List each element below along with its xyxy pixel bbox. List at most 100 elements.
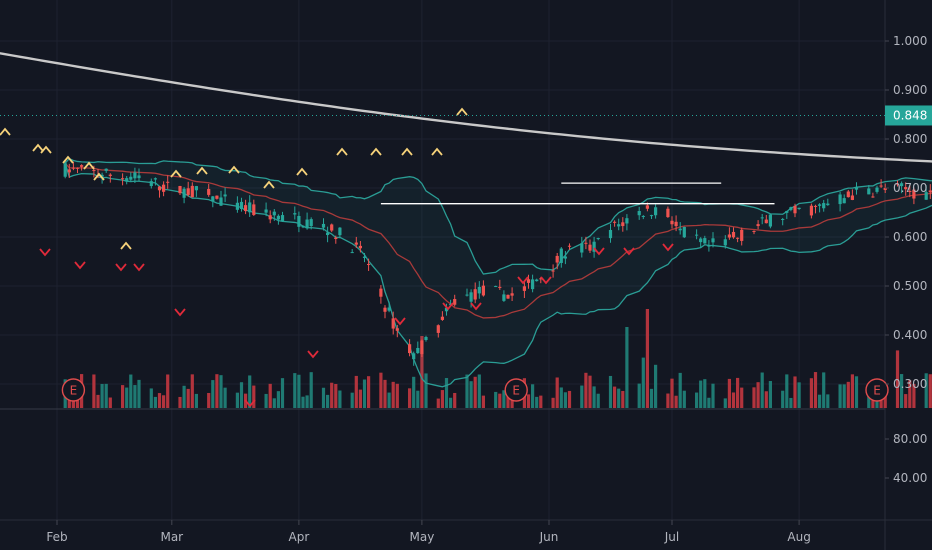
candle-body	[731, 231, 736, 238]
candle-body	[309, 219, 313, 227]
volume-bar	[129, 374, 133, 408]
candle-body	[674, 221, 678, 227]
candle-body	[666, 208, 670, 218]
volume-bar	[379, 372, 383, 408]
time-tick-label: Mar	[160, 530, 183, 544]
candle-body	[617, 224, 621, 227]
volume-bar	[350, 392, 354, 408]
volume-bar	[194, 393, 198, 408]
candle-body	[785, 210, 789, 213]
candle-body	[149, 181, 153, 187]
candle-body	[900, 183, 904, 187]
sell-marker-icon	[133, 263, 145, 272]
volume-bar	[506, 396, 510, 408]
candle-body	[723, 239, 727, 246]
time-tick-label: Apr	[289, 530, 310, 544]
bollinger-upper	[64, 157, 932, 275]
candle-body	[904, 187, 908, 190]
time-tick-label: Jun	[539, 530, 559, 544]
volume-bar	[153, 396, 157, 408]
volume-bar	[584, 372, 588, 408]
candle-body	[477, 286, 481, 294]
sell-marker-icon	[115, 263, 127, 272]
candle-body	[215, 195, 219, 199]
candle-body	[613, 221, 617, 223]
candle-body	[654, 207, 658, 216]
volume-bar	[108, 397, 112, 408]
volume-bar	[326, 394, 330, 408]
volume-bar	[362, 379, 367, 408]
volume-bar	[391, 381, 395, 408]
volume-bars	[63, 309, 932, 408]
sell-marker-icon	[307, 350, 319, 359]
earnings-marker: E	[504, 378, 528, 402]
time-axis: Feb Mar Apr May Jun Jul Aug	[46, 520, 811, 544]
candle-body	[194, 186, 198, 191]
volume-bar	[818, 394, 822, 408]
volume-bar	[928, 374, 932, 408]
candle-body	[895, 183, 900, 185]
volume-bar	[838, 384, 842, 408]
candle-body	[358, 245, 362, 249]
candle-body	[395, 328, 399, 331]
sell-marker-icon	[244, 399, 256, 408]
candle-body	[850, 195, 854, 200]
volume-bar	[235, 392, 239, 408]
candle-body	[707, 245, 711, 247]
candle-body	[166, 181, 170, 183]
volume-bar	[846, 381, 850, 408]
volume-bar	[252, 385, 256, 408]
volume-bar	[469, 381, 473, 408]
volume-bar	[440, 390, 444, 408]
candle-body	[822, 203, 826, 209]
candle-body	[740, 229, 744, 241]
sell-marker-icon	[593, 247, 605, 256]
candle-body	[383, 307, 387, 312]
candle-body	[301, 225, 305, 228]
time-tick-label: May	[409, 530, 434, 544]
candle-body	[244, 205, 248, 212]
volume-bar	[178, 396, 182, 408]
candle-body	[711, 238, 715, 243]
candle-body	[239, 201, 244, 209]
candle-body	[272, 211, 276, 216]
earnings-circle	[865, 378, 889, 402]
volume-bar	[924, 373, 928, 408]
candle-body	[625, 218, 629, 224]
candle-body	[133, 172, 137, 179]
candle-body	[760, 217, 764, 219]
buy-marker-icon	[32, 143, 44, 152]
volume-bar	[465, 374, 469, 408]
candle-body	[75, 167, 80, 169]
candle-body	[473, 289, 477, 300]
candle-body	[182, 188, 186, 198]
candle-body	[424, 336, 428, 341]
volume-bar	[412, 376, 416, 408]
buy-marker-icon	[83, 161, 95, 170]
volume-bar	[321, 387, 326, 408]
volume-bar	[100, 383, 104, 408]
candle-body	[420, 340, 424, 355]
volume-bar	[654, 364, 658, 408]
time-tick-label: Aug	[787, 530, 810, 544]
candle-body	[584, 242, 588, 244]
candle-body	[444, 307, 449, 312]
volume-bar	[449, 397, 453, 408]
volume-bar	[149, 388, 153, 408]
volume-bar	[740, 387, 744, 408]
volume-bar	[711, 383, 715, 408]
volume-bar	[756, 382, 760, 408]
volume-bar	[104, 383, 108, 408]
candle-body	[211, 196, 215, 202]
candle-body	[703, 238, 707, 244]
volume-bar	[383, 379, 387, 408]
candle-body	[912, 189, 916, 199]
buy-marker-icon	[456, 107, 468, 116]
volume-bar	[592, 386, 596, 408]
candle-body	[531, 279, 535, 290]
volume-bar	[613, 386, 617, 408]
candle-body	[157, 186, 162, 191]
earnings-circle	[61, 378, 86, 402]
